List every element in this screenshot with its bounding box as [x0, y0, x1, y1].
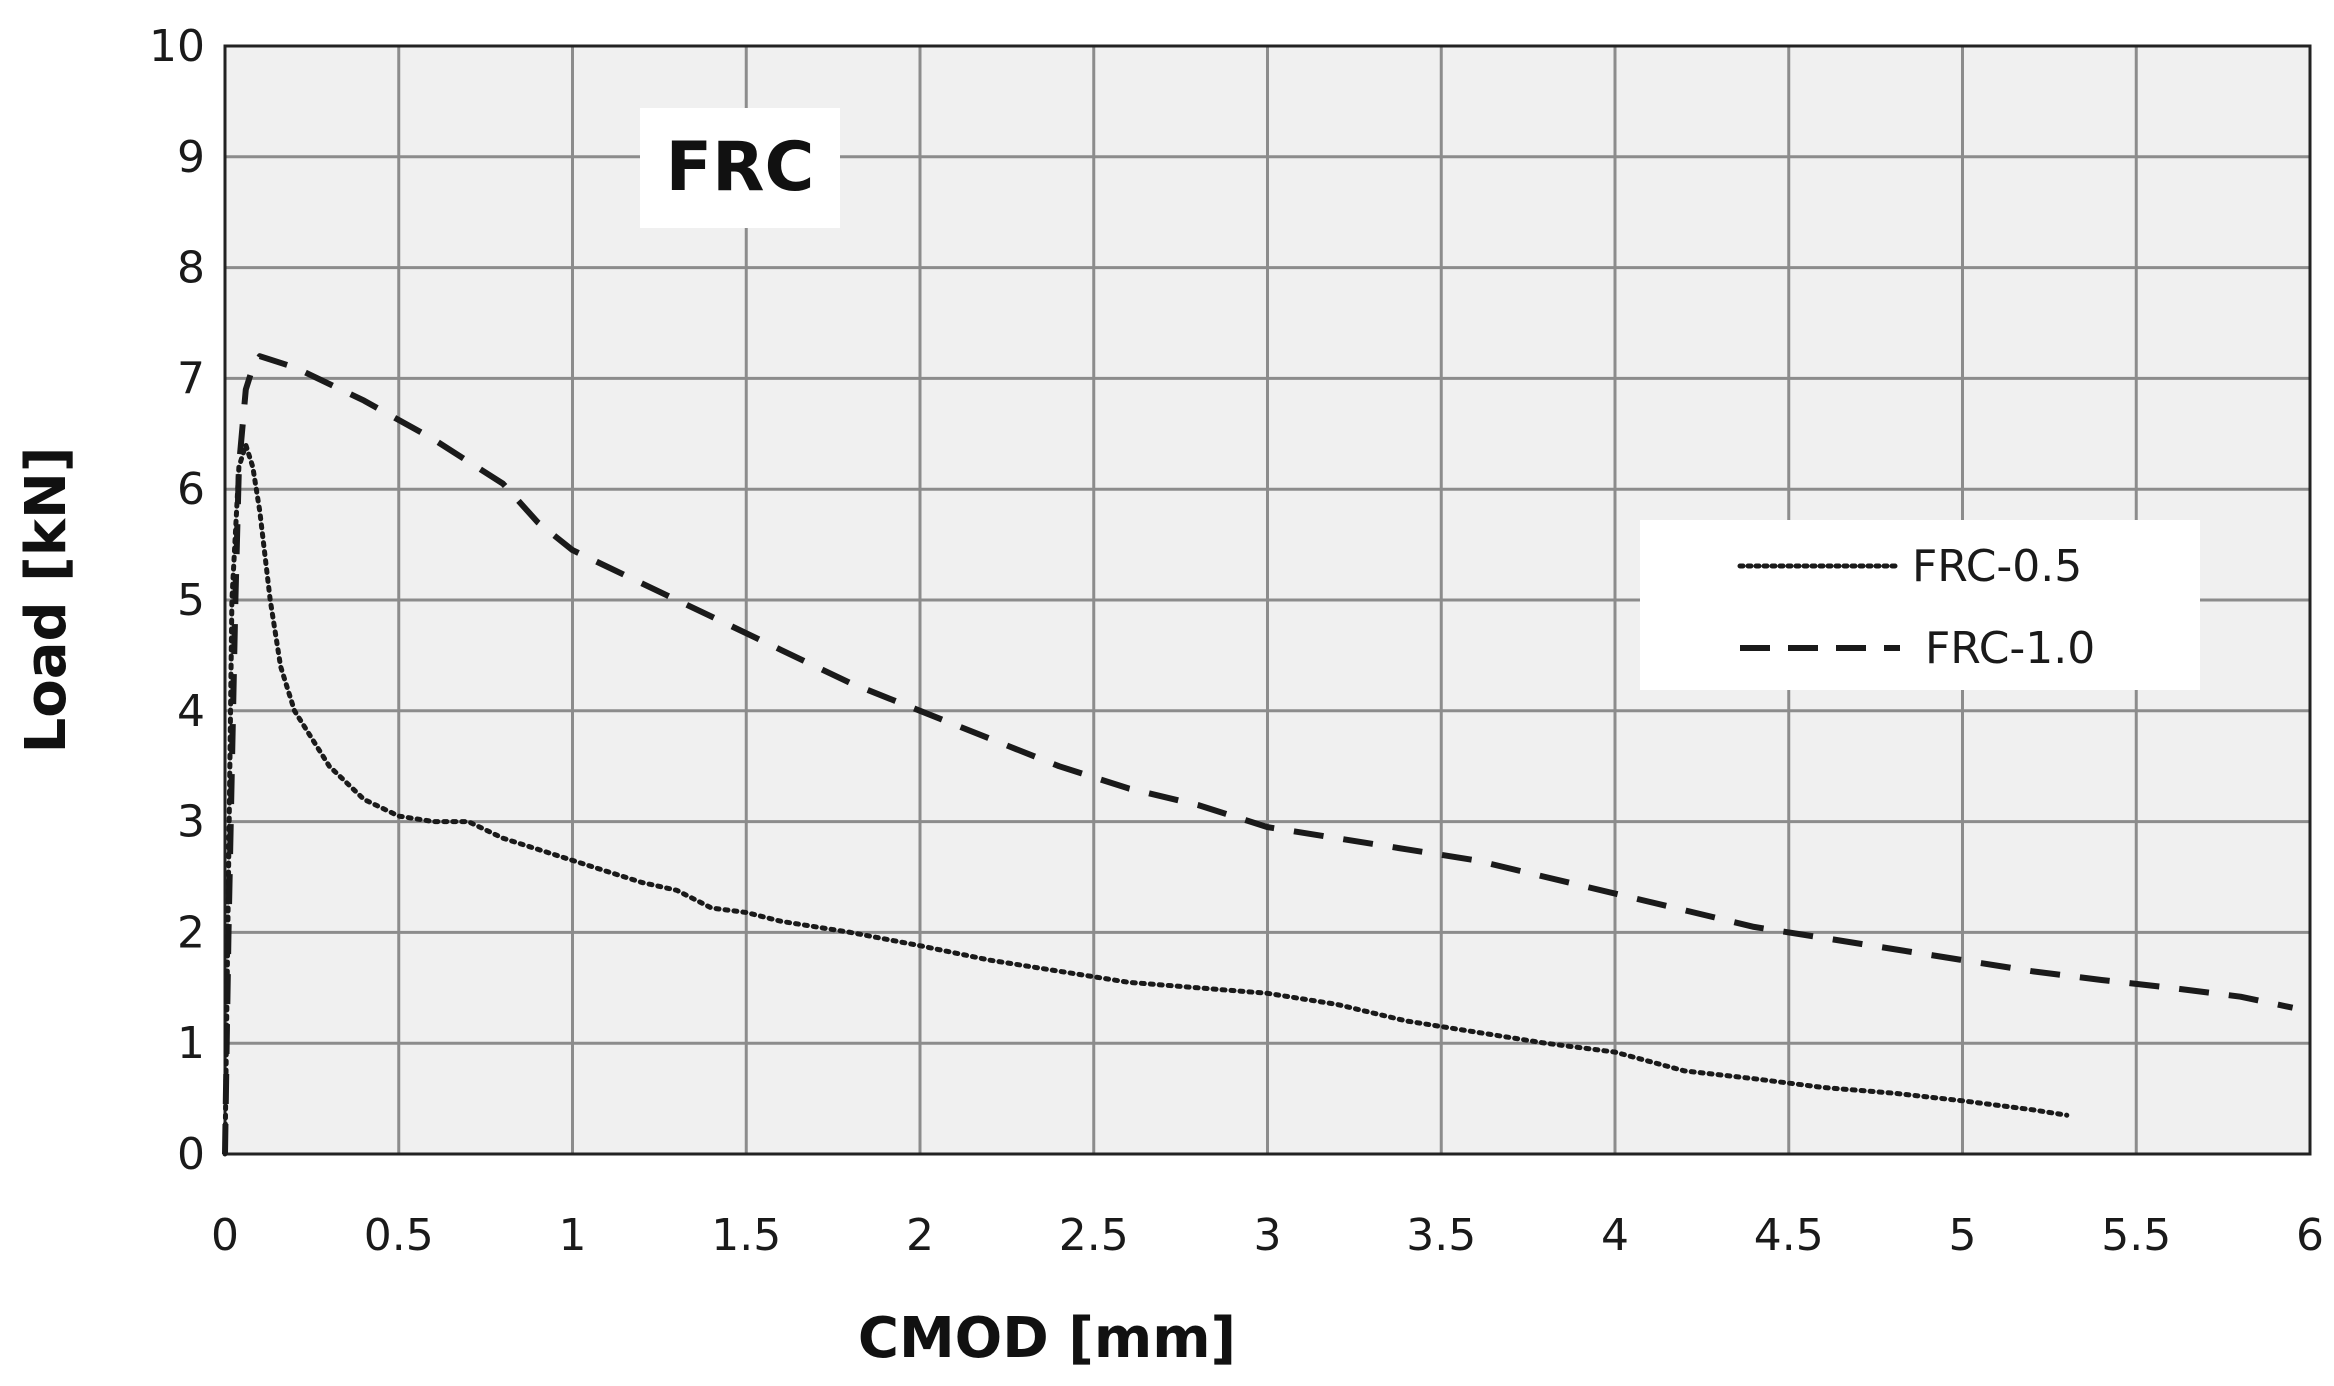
- plot-frame: [223, 44, 2312, 1156]
- x-tick-label: 1.5: [711, 1210, 781, 1261]
- y-tick-label: 0: [177, 1129, 205, 1180]
- x-tick-label: 2: [906, 1210, 934, 1261]
- series-group: [222, 353, 2294, 1157]
- y-tick-label: 8: [177, 243, 205, 294]
- series-line-frc-1-0: [222, 353, 2294, 1155]
- x-tick-label: 3.5: [1406, 1210, 1476, 1261]
- legend-background: [1640, 520, 2200, 690]
- y-tick-labels: 0 1 2 3 4 5 6 7 8 9 10: [149, 21, 205, 1180]
- x-tick-label: 5: [1949, 1210, 1977, 1261]
- x-tick-label: 6: [2296, 1210, 2324, 1261]
- x-tick-label: 0: [211, 1210, 239, 1261]
- legend-label-frc-0-5: FRC-0.5: [1912, 541, 2082, 592]
- x-tick-label: 5.5: [2101, 1210, 2171, 1261]
- x-tick-label: 4.5: [1754, 1210, 1824, 1261]
- y-tick-label: 9: [177, 132, 205, 183]
- y-tick-label: 1: [177, 1018, 205, 1069]
- legend-label-frc-1-0: FRC-1.0: [1925, 623, 2095, 674]
- legend: FRC-0.5 FRC-1.0: [1640, 520, 2200, 690]
- x-tick-label: 3: [1254, 1210, 1282, 1261]
- y-tick-label: 6: [177, 464, 205, 515]
- x-tick-label: 1: [559, 1210, 587, 1261]
- y-tick-label: 10: [149, 21, 205, 72]
- x-tick-label: 2.5: [1059, 1210, 1129, 1261]
- chart-annotation: FRC: [666, 128, 815, 207]
- x-axis-title: CMOD [mm]: [858, 1306, 1236, 1371]
- y-tick-label: 3: [177, 797, 205, 848]
- x-tick-labels: 0 0.5 1 1.5 2 2.5 3 3.5 4 4.5 5 5.5 6: [211, 1210, 2324, 1261]
- x-tick-label: 0.5: [364, 1210, 434, 1261]
- y-tick-label: 4: [177, 686, 205, 737]
- x-tick-label: 4: [1601, 1210, 1629, 1261]
- y-axis-title: Load [kN]: [14, 447, 79, 754]
- y-tick-label: 7: [177, 353, 205, 404]
- y-tick-label: 5: [177, 575, 205, 626]
- series-line-frc-0-5: [222, 442, 2070, 1157]
- annotation-background: [640, 108, 840, 228]
- y-tick-label: 2: [177, 907, 205, 958]
